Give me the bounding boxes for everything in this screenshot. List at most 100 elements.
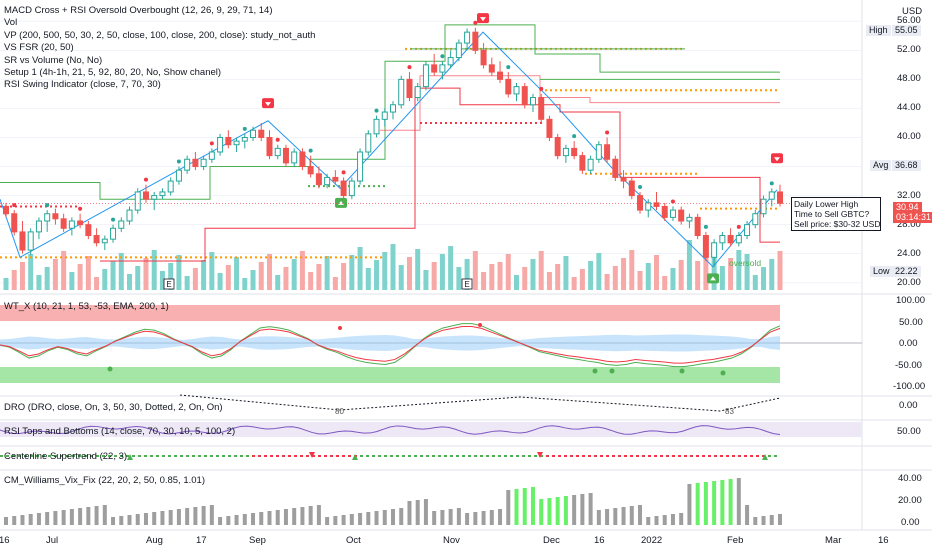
candle-body [768, 191, 775, 200]
volume-bar [151, 250, 157, 290]
volume-bar [168, 263, 174, 290]
legend-item[interactable]: RSI Swing Indicator (close, 7, 70, 30) [4, 79, 161, 91]
vixfix-bar [572, 495, 577, 525]
candle-body [324, 176, 331, 186]
candle-body [52, 213, 59, 220]
candle-body [620, 176, 627, 182]
candle-body [44, 213, 51, 222]
supertrend-dash [726, 455, 729, 457]
supertrend-up-icon [127, 454, 133, 460]
supertrend-dash [630, 455, 633, 457]
volume-bar [192, 268, 198, 290]
candle-body [414, 86, 421, 99]
volume-bar [201, 260, 207, 290]
candle-body [225, 136, 232, 146]
vixfix-bar [36, 513, 41, 525]
candle-body [595, 144, 602, 160]
supertrend-dash [606, 455, 609, 457]
candle-body [686, 216, 693, 222]
candle-body [480, 49, 487, 66]
candle-body [587, 158, 594, 171]
supertrend-dash [90, 455, 93, 457]
signal-dot [12, 203, 17, 208]
pane-title-rsi: RSI Tops and Bottoms (14, close, 70, 30,… [4, 426, 236, 437]
supertrend-dash [522, 455, 525, 457]
candle-body [274, 147, 281, 157]
wtx-oversold-zone [0, 367, 780, 383]
signal-dot [341, 170, 346, 175]
signal-dot [242, 126, 247, 131]
low-value: 22.22 [892, 266, 921, 277]
supertrend-dash [252, 455, 255, 457]
supertrend-dash [618, 455, 621, 457]
supertrend-dash [126, 455, 129, 457]
vixfix-bar [333, 516, 338, 525]
volume-bar [448, 246, 454, 290]
candle-body [60, 218, 67, 229]
supertrend-dash [546, 455, 549, 457]
vixfix-bar [53, 511, 58, 525]
supertrend-dash [12, 455, 15, 457]
vixfix-bar [185, 508, 190, 525]
vixfix-bar [712, 481, 717, 525]
vixfix-bar [514, 489, 519, 525]
vixfix-bar [662, 515, 667, 525]
earnings-marker-label: E [464, 280, 469, 289]
supertrend-dash [60, 455, 63, 457]
candle-body [661, 205, 668, 218]
volume-bar [258, 262, 264, 290]
candle-body [439, 64, 446, 73]
supertrend-dash [54, 455, 57, 457]
supertrend-dash [396, 455, 399, 457]
legend-item[interactable]: VS FSR (20, 50) [4, 42, 74, 54]
time-tick: Feb [727, 535, 744, 546]
legend-item[interactable]: MACD Cross + RSI Oversold Overbought (12… [4, 5, 273, 16]
candle-body [719, 235, 726, 244]
zigzag-swing-line [0, 31, 778, 268]
supertrend-dash [390, 455, 393, 457]
candle-body [35, 220, 42, 233]
vixfix-bar [605, 509, 610, 525]
supertrend-dash [24, 455, 27, 457]
legend-item[interactable]: Setup 1 (4h-1h, 21, 5, 92, 80, 20, No, S… [4, 67, 222, 78]
supertrend-dash [336, 455, 339, 457]
candle-body [406, 78, 413, 99]
time-tick: 16 [0, 535, 10, 546]
supertrend-down-icon [537, 452, 543, 458]
legend-item[interactable]: SR vs Volume (No, No) [4, 54, 103, 66]
vixfix-bar [201, 506, 206, 525]
supertrend-dash [156, 455, 159, 457]
vixfix-bar [374, 511, 379, 525]
candle-body [521, 86, 528, 106]
supertrend-dash [720, 455, 723, 457]
volume-bar [481, 272, 487, 290]
volume-bar [464, 259, 470, 290]
volume-bar [102, 269, 108, 290]
annotation-note[interactable]: Daily Lower High Time to Sell GBTC? Sell… [791, 197, 881, 231]
candle-body [760, 198, 767, 215]
signal-dot [539, 86, 544, 91]
supertrend-dash [102, 455, 105, 457]
legend-item[interactable]: VP (200, 500, 50, 30, 2, 50, close, 100,… [4, 29, 316, 41]
legend-item[interactable]: Vol [4, 17, 18, 29]
avg-value: 36.68 [892, 160, 921, 171]
supertrend-dash [732, 455, 735, 457]
supertrend-dash [576, 455, 579, 457]
candle-body [93, 235, 100, 244]
candle-body [175, 169, 182, 182]
supertrend-dash [426, 455, 429, 457]
dro-dotted-line [179, 394, 781, 412]
volume-bar [761, 267, 767, 290]
down-arrow-marker [480, 17, 486, 22]
signal-dot [605, 130, 610, 135]
supertrend-dash [438, 455, 441, 457]
vixfix-bar [423, 499, 428, 525]
candle-body [390, 104, 396, 113]
supertrend-dash [276, 455, 279, 457]
supertrend-dash [408, 455, 411, 457]
candle-body [167, 180, 174, 193]
volume-bar [324, 256, 330, 290]
supertrend-dash [744, 455, 747, 457]
